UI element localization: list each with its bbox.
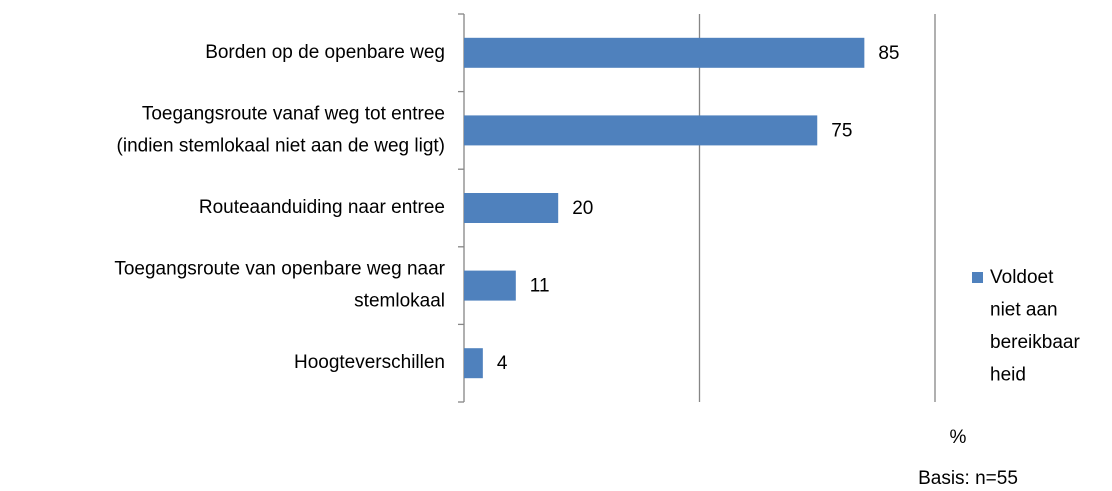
x-axis-label: %: [950, 427, 967, 448]
category-label: Toegangsroute vanaf weg tot entree (indie…: [117, 103, 445, 156]
legend-label: Voldoet niet aan bereikbaar heid: [990, 267, 1080, 386]
bar: [464, 37, 865, 68]
bar: [464, 115, 818, 146]
legend-swatch: [972, 272, 983, 283]
value-label: 75: [831, 120, 852, 141]
bar: [464, 193, 559, 223]
value-label: 85: [878, 43, 899, 64]
category-label: Toegangsroute van openbare weg naar steml…: [114, 259, 445, 312]
bar: [464, 348, 483, 379]
category-label: Routeaanduiding naar entree: [199, 197, 445, 218]
bar: [464, 270, 516, 301]
category-label: Borden op de openbare weg: [205, 42, 445, 63]
note: Basis: n=55: [918, 468, 1018, 489]
value-label: 20: [572, 198, 593, 219]
category-label: Hoogteverschillen: [294, 352, 445, 373]
value-label: 4: [497, 353, 508, 374]
value-label: 11: [530, 276, 550, 297]
